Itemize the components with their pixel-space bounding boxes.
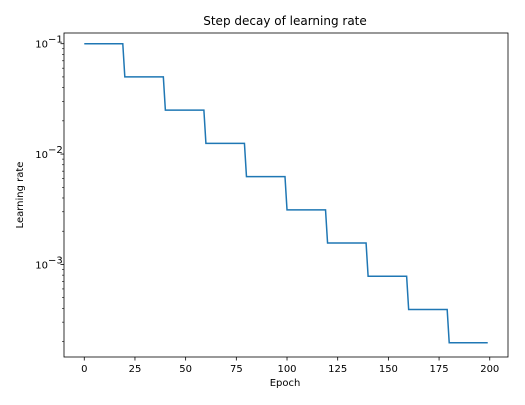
- x-axis: 0 25 50 75 100 125 150 175 200: [81, 357, 499, 375]
- x-tick-label: 0: [81, 364, 87, 375]
- y-axis-label: Learning rate: [15, 162, 26, 229]
- x-tick-label: 50: [179, 364, 192, 375]
- x-tick-label: 125: [328, 364, 347, 375]
- chart-title: Step decay of learning rate: [203, 14, 367, 28]
- y-tick-exponent: −3: [48, 255, 63, 266]
- x-tick-label: 175: [430, 364, 449, 375]
- x-axis-label: Epoch: [270, 378, 301, 389]
- y-tick-label: 10: [35, 150, 48, 161]
- y-tick-label: 10: [35, 40, 48, 51]
- x-tick-label: 75: [230, 364, 243, 375]
- y-tick-label: 10: [35, 260, 48, 271]
- plot-frame: [63, 32, 509, 358]
- series-line-0: [84, 42, 488, 344]
- y-axis: 10−110−210−3: [35, 35, 64, 342]
- plot-area: [63, 32, 509, 358]
- x-tick-label: 25: [129, 364, 142, 375]
- y-tick-exponent: −1: [48, 35, 63, 46]
- x-tick-label: 150: [379, 364, 398, 375]
- x-tick-label: 100: [277, 364, 296, 375]
- y-tick-exponent: −2: [48, 145, 63, 156]
- x-tick-label: 200: [480, 364, 499, 375]
